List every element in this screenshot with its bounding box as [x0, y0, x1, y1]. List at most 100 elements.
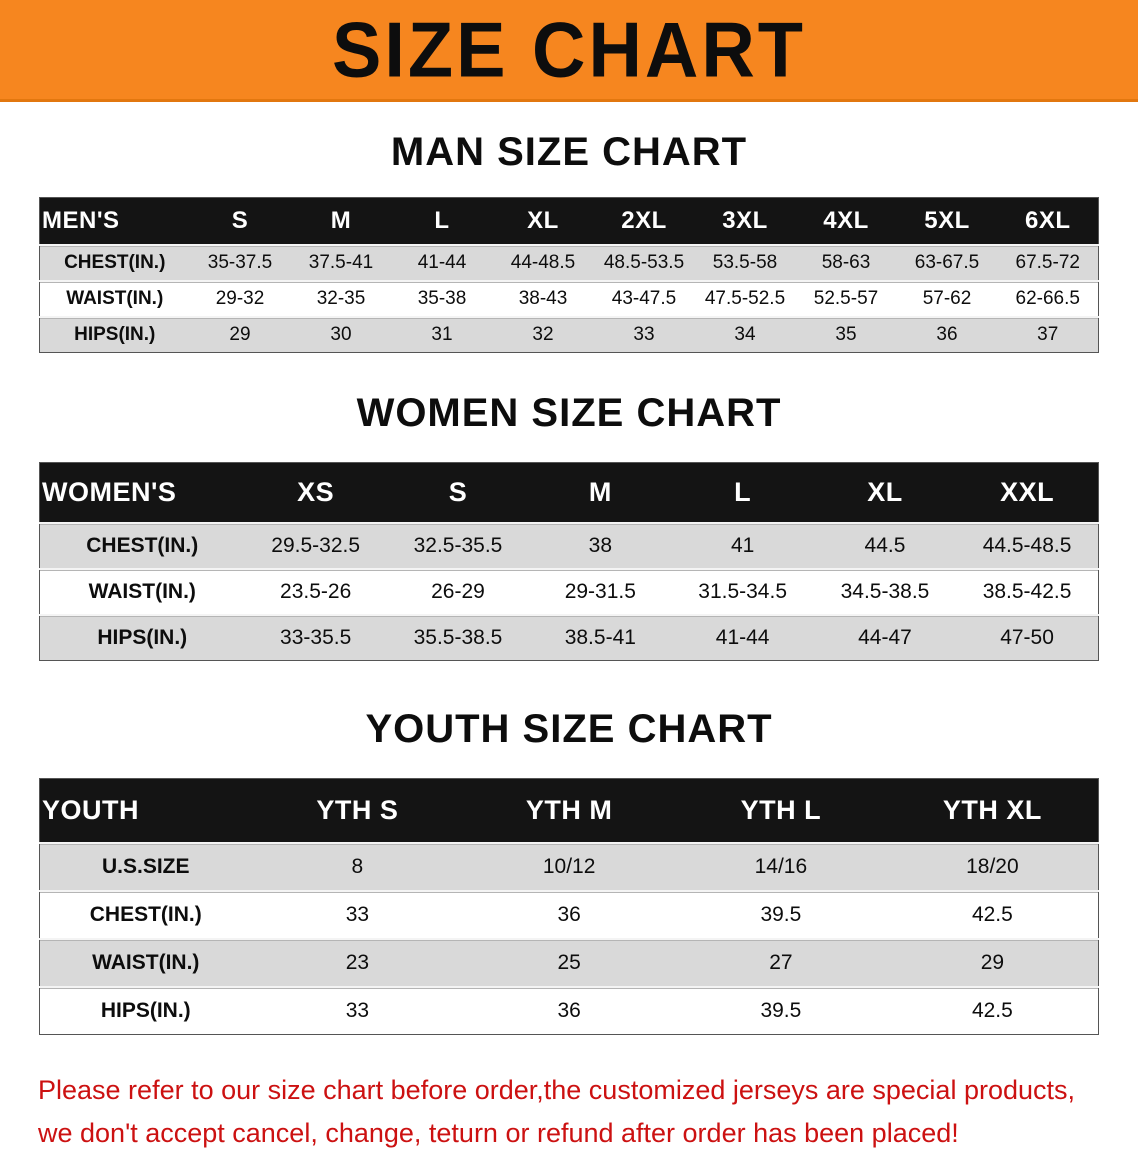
size-value-cell: 33: [593, 316, 695, 353]
man-size-chart-heading: MAN SIZE CHART: [390, 130, 748, 174]
size-value-cell: 36: [463, 986, 675, 1035]
size-column-header: S: [386, 462, 530, 523]
measurement-row: CHEST(IN.) 35-37.5 37.5-41 41-44 44-48.5 48.5…: [39, 244, 1099, 281]
table-corner-label: WOMEN'S: [39, 462, 245, 523]
size-value-cell: 23.5-26: [244, 568, 387, 615]
measurement-row-label: CHEST(IN.): [39, 244, 190, 281]
size-column-header: XXL: [956, 462, 1099, 523]
size-column-header: YTH M: [463, 778, 675, 843]
size-value-cell: 35: [795, 316, 897, 353]
size-value-cell: 14/16: [675, 842, 887, 891]
size-value-cell: 26-29: [386, 568, 530, 615]
size-value-cell: 42.5: [886, 986, 1099, 1035]
size-value-cell: 8: [251, 842, 464, 891]
table-corner-label: YOUTH: [39, 778, 252, 843]
size-value-cell: 47-50: [956, 614, 1099, 661]
table-header-row: MEN'S S M L XL 2XL 3XL 4XL 5XL 6XL: [39, 197, 1099, 245]
man-size-chart-section: MAN SIZE CHART MEN'S S M L XL 2XL 3XL 4XL 5XL 6XL…: [0, 130, 1138, 353]
size-value-cell: 29: [189, 316, 291, 353]
size-value-cell: 36: [463, 890, 675, 939]
measurement-row: WAIST(IN.) 23.5-26 26-29 29-31.5 31.5-34.5 34…: [39, 568, 1099, 615]
size-value-cell: 53.5-58: [694, 244, 796, 281]
measurement-row-label: CHEST(IN.): [39, 890, 252, 939]
measurement-row-label: HIPS(IN.): [39, 986, 252, 1035]
size-value-cell: 62-66.5: [997, 280, 1099, 317]
measurement-row: HIPS(IN.) 29 30 31 32 33 34 35 36 37: [39, 316, 1099, 353]
size-value-cell: 43-47.5: [593, 280, 695, 317]
size-column-header: YTH S: [251, 778, 464, 843]
size-value-cell: 33-35.5: [244, 614, 387, 661]
size-value-cell: 39.5: [675, 890, 887, 939]
size-value-cell: 41: [671, 522, 814, 569]
disclaimer-line-1: Please refer to our size chart before or…: [38, 1075, 1076, 1105]
size-value-cell: 23: [251, 938, 464, 987]
women-size-chart-section: WOMEN SIZE CHART WOMEN'S XS S M L XL XXL CHEST(…: [0, 391, 1138, 661]
size-value-cell: 38: [529, 522, 672, 569]
size-value-cell: 58-63: [795, 244, 897, 281]
size-value-cell: 33: [251, 986, 464, 1035]
size-value-cell: 47.5-52.5: [694, 280, 796, 317]
size-value-cell: 32.5-35.5: [386, 522, 530, 569]
size-value-cell: 27: [675, 938, 887, 987]
measurement-row-label: WAIST(IN.): [39, 568, 245, 615]
size-value-cell: 34: [694, 316, 796, 353]
size-column-header: 6XL: [997, 197, 1099, 245]
size-value-cell: 35-38: [391, 280, 493, 317]
size-value-cell: 32-35: [290, 280, 392, 317]
size-value-cell: 31.5-34.5: [671, 568, 814, 615]
size-value-cell: 44-48.5: [492, 244, 594, 281]
measurement-row-label: HIPS(IN.): [39, 614, 245, 661]
size-column-header: L: [391, 197, 493, 245]
size-value-cell: 18/20: [886, 842, 1099, 891]
women-size-table: WOMEN'S XS S M L XL XXL CHEST(IN.) 29.5-32.5 32.5…: [39, 462, 1099, 661]
size-value-cell: 25: [463, 938, 675, 987]
measurement-row: CHEST(IN.) 33 36 39.5 42.5: [39, 890, 1099, 939]
youth-size-table: YOUTH YTH S YTH M YTH L YTH XL U.S.SIZE 8 10/12…: [39, 778, 1099, 1035]
size-value-cell: 39.5: [675, 986, 887, 1035]
women-size-chart-heading: WOMEN SIZE CHART: [356, 391, 782, 435]
table-header-row: WOMEN'S XS S M L XL XXL: [39, 462, 1099, 523]
size-column-header: S: [189, 197, 291, 245]
size-value-cell: 29.5-32.5: [244, 522, 387, 569]
size-value-cell: 44-47: [813, 614, 957, 661]
table-header-row: YOUTH YTH S YTH M YTH L YTH XL: [39, 778, 1099, 843]
size-value-cell: 44.5-48.5: [956, 522, 1099, 569]
size-column-header: 5XL: [896, 197, 998, 245]
measurement-row-label: CHEST(IN.): [39, 522, 245, 569]
size-value-cell: 41-44: [671, 614, 814, 661]
size-value-cell: 41-44: [391, 244, 493, 281]
size-value-cell: 29-31.5: [529, 568, 672, 615]
size-column-header: XL: [813, 462, 957, 523]
measurement-row-label: WAIST(IN.): [39, 280, 190, 317]
size-value-cell: 34.5-38.5: [813, 568, 957, 615]
size-value-cell: 44.5: [813, 522, 957, 569]
size-value-cell: 67.5-72: [997, 244, 1099, 281]
size-value-cell: 35-37.5: [189, 244, 291, 281]
size-chart-banner: SIZE CHART: [0, 0, 1138, 102]
size-column-header: XS: [244, 462, 387, 523]
measurement-row: CHEST(IN.) 29.5-32.5 32.5-35.5 38 41 44.5 44.5…: [39, 522, 1099, 569]
size-column-header: M: [529, 462, 672, 523]
size-column-header: 3XL: [694, 197, 796, 245]
size-column-header: 2XL: [593, 197, 695, 245]
size-value-cell: 35.5-38.5: [386, 614, 530, 661]
disclaimer: Please refer to our size chart before or…: [38, 1069, 1100, 1155]
table-corner-label: MEN'S: [39, 197, 190, 245]
measurement-row-label: U.S.SIZE: [39, 842, 252, 891]
men-size-table: MEN'S S M L XL 2XL 3XL 4XL 5XL 6XL CHEST(IN.) 35-37…: [39, 197, 1099, 353]
size-value-cell: 37.5-41: [290, 244, 392, 281]
size-value-cell: 36: [896, 316, 998, 353]
size-value-cell: 42.5: [886, 890, 1099, 939]
size-value-cell: 31: [391, 316, 493, 353]
size-value-cell: 63-67.5: [896, 244, 998, 281]
size-column-header: YTH XL: [886, 778, 1099, 843]
youth-size-chart-section: YOUTH SIZE CHART YOUTH YTH S YTH M YTH L YTH…: [0, 707, 1138, 1035]
size-value-cell: 38.5-42.5: [956, 568, 1099, 615]
size-value-cell: 30: [290, 316, 392, 353]
banner-title: SIZE CHART: [332, 5, 806, 93]
size-value-cell: 10/12: [463, 842, 675, 891]
size-column-header: L: [671, 462, 814, 523]
disclaimer-line-2: we don't accept cancel, change, teturn o…: [38, 1118, 959, 1149]
size-value-cell: 38-43: [492, 280, 594, 317]
